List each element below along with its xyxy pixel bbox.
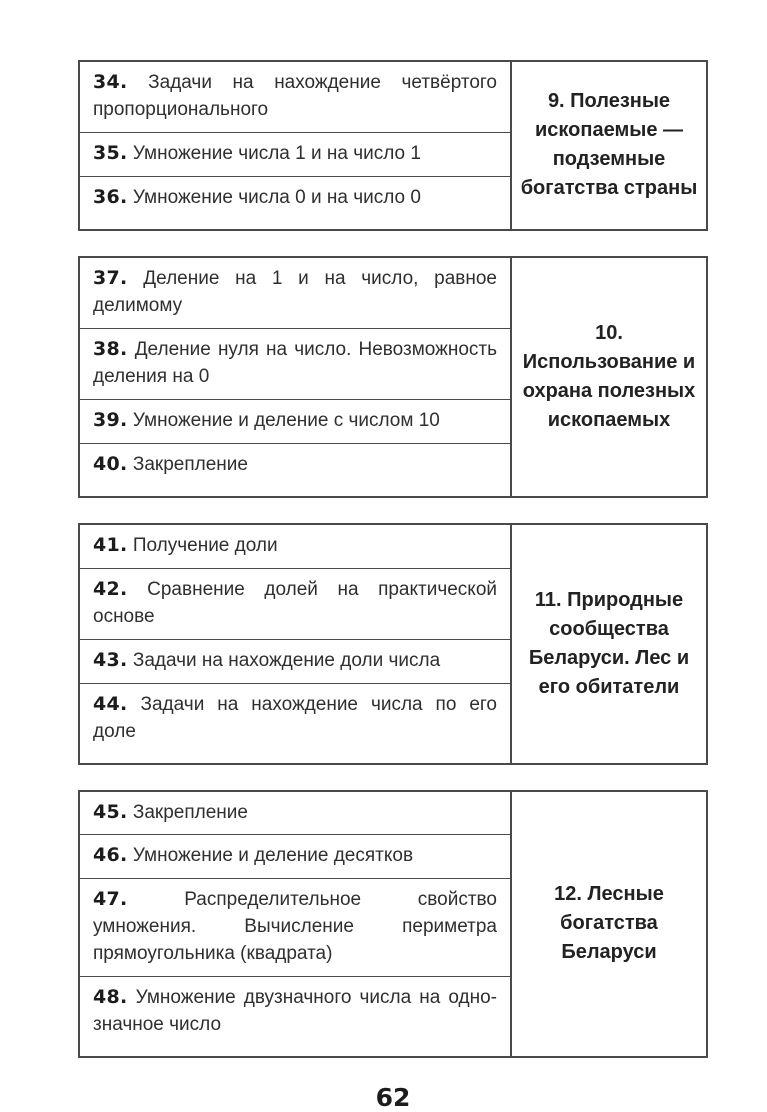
- lesson-theme-table-11: 41. Получение доли 42. Сравнение долей н…: [78, 522, 708, 765]
- lesson-text: 37. Деление на 1 и на число, равное дели…: [93, 265, 497, 320]
- lesson-text: 44. Задачи на нахождение числа по его до…: [93, 691, 497, 746]
- lesson-title: Умножение и деление десятков: [132, 845, 414, 867]
- theme-title: 12. Лесные богатства Беларуси: [554, 883, 664, 964]
- lesson-text: 38. Деление нуля на число. Невозможность…: [93, 336, 497, 391]
- theme-column: 9. Полезные ископаемые — подземные богат…: [510, 62, 706, 229]
- lessons-column: 37. Деление на 1 и на число, равное дели…: [80, 258, 510, 496]
- lesson-text: 47. Распределительное свойство умножения…: [93, 886, 497, 968]
- theme-title: 9. Полезные ископаемые — подземные богат…: [520, 90, 698, 200]
- theme-column: 11. Природные сообщества Беларуси. Лес и…: [510, 524, 706, 763]
- lesson-number: 48.: [93, 986, 128, 1009]
- lesson-row: 36. Умножение числа 0 и на число 0: [80, 177, 510, 229]
- lesson-text: 41. Получение доли: [93, 532, 497, 560]
- lesson-row: 43. Задачи на нахождение доли числа: [80, 640, 510, 684]
- lesson-title: Задачи на нахождение четвёртого пропор­ц…: [93, 72, 497, 120]
- lesson-title: Деление нуля на число. Невозможность де­…: [93, 338, 497, 387]
- lesson-title: Получение доли: [132, 534, 278, 556]
- lessons-column: 41. Получение доли 42. Сравнение долей н…: [80, 525, 510, 763]
- lesson-number: 45.: [93, 800, 128, 823]
- lesson-title: Закрепление: [132, 453, 248, 475]
- lesson-theme-table-9: 34. Задачи на нахождение четвёртого проп…: [78, 60, 708, 231]
- lesson-text: 46. Умножение и деление десятков: [93, 842, 497, 870]
- lesson-title: Распределительное свойство умножения. Вы…: [93, 889, 497, 965]
- lesson-title: Задачи на нахождение числа по его доле: [93, 693, 497, 742]
- lesson-number: 47.: [93, 888, 128, 911]
- lesson-title: Задачи на нахождение доли числа: [132, 649, 441, 671]
- theme-title: 11. Природные сообщества Беларуси. Лес и…: [528, 588, 690, 698]
- lesson-number: 42.: [93, 577, 128, 600]
- lesson-row: 38. Деление нуля на число. Невозможность…: [80, 329, 510, 400]
- theme-title: 10. Использование и охрана полезных иско…: [522, 321, 696, 431]
- lesson-text: 45. Закрепление: [93, 799, 497, 827]
- lesson-title: Умножение и деление с числом 10: [132, 409, 440, 431]
- lessons-column: 45. Закрепление 46. Умножение и деление …: [80, 792, 510, 1057]
- lesson-row: 35. Умножение числа 1 и на число 1: [80, 133, 510, 177]
- lesson-row: 39. Умножение и деление с числом 10: [80, 400, 510, 444]
- lesson-row: 45. Закрепление: [80, 792, 510, 836]
- lesson-row: 46. Умножение и деление десятков: [80, 835, 510, 880]
- lesson-row: 48. Умножение двузначного числа на одно­…: [80, 977, 510, 1056]
- lesson-number: 41.: [93, 533, 128, 556]
- lesson-text: 42. Сравнение долей на практической осно…: [93, 576, 497, 631]
- lesson-number: 43.: [93, 648, 128, 671]
- lesson-number: 46.: [93, 844, 128, 867]
- lesson-title: Умножение числа 0 и на число 0: [132, 186, 421, 208]
- page-content: 34. Задачи на нахождение четвёртого проп…: [78, 60, 708, 1112]
- lesson-text: 40. Закрепление: [93, 451, 497, 479]
- theme-column: 12. Лесные богатства Беларуси: [510, 791, 706, 1057]
- lesson-number: 38.: [93, 337, 128, 360]
- lesson-number: 35.: [93, 141, 128, 164]
- lesson-number: 34.: [93, 71, 128, 93]
- lesson-theme-table-10: 37. Деление на 1 и на число, равное дели…: [78, 255, 708, 498]
- lesson-text: 39. Умножение и деление с числом 10: [93, 407, 497, 435]
- lesson-title: Закрепление: [132, 801, 248, 823]
- lesson-row: 42. Сравнение долей на практической осно…: [80, 569, 510, 640]
- lesson-theme-table-12: 45. Закрепление 46. Умножение и деление …: [78, 789, 708, 1059]
- lesson-row: 40. Закрепление: [80, 444, 510, 496]
- lesson-title: Деление на 1 и на число, равное делимому: [93, 267, 497, 316]
- lesson-number: 39.: [93, 408, 128, 431]
- lesson-text: 36. Умножение числа 0 и на число 0: [93, 184, 497, 212]
- lesson-title: Умножение двузначного числа на одно­знач…: [93, 987, 497, 1036]
- lessons-column: 34. Задачи на нахождение четвёртого проп…: [80, 62, 510, 229]
- lesson-text: 43. Задачи на нахождение доли числа: [93, 647, 497, 675]
- lesson-number: 37.: [93, 266, 128, 289]
- lesson-number: 36.: [93, 185, 128, 208]
- lesson-number: 40.: [93, 452, 128, 475]
- lesson-text: 35. Умножение числа 1 и на число 1: [93, 140, 497, 168]
- lesson-title: Умножение числа 1 и на число 1: [132, 142, 421, 164]
- lesson-row: 47. Распределительное свойство умножения…: [80, 879, 510, 978]
- lesson-row: 37. Деление на 1 и на число, равное дели…: [80, 258, 510, 329]
- page-number: 62: [375, 1083, 411, 1112]
- lesson-row: 41. Получение доли: [80, 525, 510, 569]
- lesson-text: 48. Умножение двузначного числа на одно­…: [93, 984, 497, 1039]
- lesson-row: 44. Задачи на нахождение числа по его до…: [80, 684, 510, 763]
- lesson-row: 34. Задачи на нахождение четвёртого проп…: [80, 62, 510, 133]
- lesson-text: 34. Задачи на нахождение четвёртого проп…: [93, 69, 497, 124]
- theme-column: 10. Использование и охрана полезных иско…: [510, 257, 706, 496]
- lesson-title: Сравнение долей на практической основе: [93, 578, 498, 627]
- lesson-number: 44.: [93, 692, 128, 715]
